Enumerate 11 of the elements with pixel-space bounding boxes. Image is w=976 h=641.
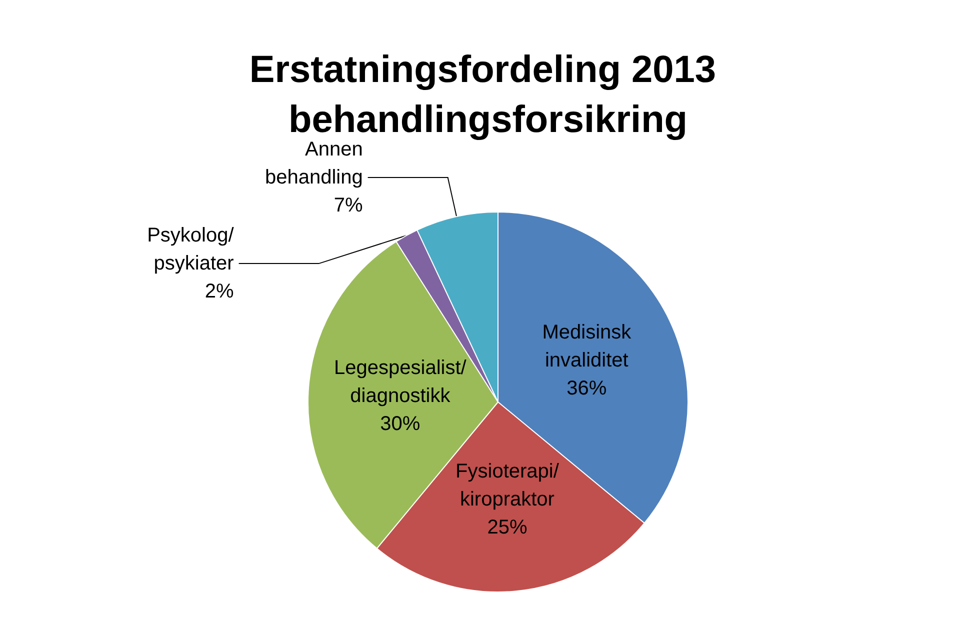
slice-label: Fysioterapi/kiropraktor (456, 460, 560, 511)
slice-label: Legespesialist/diagnostikk (334, 356, 467, 407)
slice-label: Annen behandling (264, 138, 363, 189)
data-label: 36% (566, 377, 607, 400)
slice-label: Medisinsk invaliditet (542, 321, 632, 372)
chart-title: Erstatningsfordeling 2013 behandlingsforsikring (249, 49, 727, 141)
data-label: 7% (334, 194, 364, 217)
data-label: 25% (487, 516, 528, 539)
data-label: 30% (380, 412, 420, 435)
data-label: 2% (204, 280, 234, 303)
slice-label: Psykolog/psykiater (147, 224, 234, 275)
